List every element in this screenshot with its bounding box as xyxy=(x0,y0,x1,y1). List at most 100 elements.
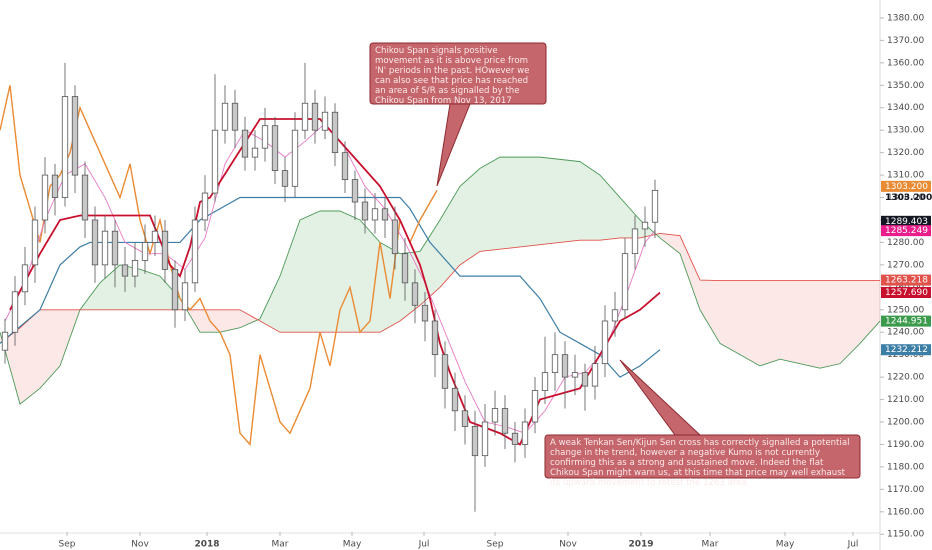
price-tag xyxy=(881,225,931,237)
chikou-line xyxy=(0,85,438,447)
cloud-fill xyxy=(720,280,740,355)
y-tick-label: 1280.00 xyxy=(887,238,924,248)
cloud-fill xyxy=(740,280,760,366)
callout-text: A weak Tenkan Sen/Kijun Sen cross has co… xyxy=(550,438,850,488)
y-tick-label: 1190.00 xyxy=(887,440,924,450)
candle-body xyxy=(321,111,329,131)
y-tick-label: 1180.00 xyxy=(887,462,924,472)
senkou-a-line xyxy=(0,156,881,405)
last-price-label: 1303.200 xyxy=(885,193,932,203)
cloud-fill xyxy=(780,280,800,364)
candle-body xyxy=(481,421,489,457)
price-tag xyxy=(881,315,931,327)
y-tick-label: 1210.00 xyxy=(887,395,924,405)
candle-body xyxy=(441,354,449,389)
candle-body xyxy=(181,282,189,311)
candle-body xyxy=(561,354,569,378)
candle-body xyxy=(41,174,49,221)
y-tick-label: 1320.00 xyxy=(887,148,924,158)
candle-body xyxy=(521,421,529,445)
cloud-fill xyxy=(220,309,240,333)
y-tick-label: 1360.00 xyxy=(887,58,924,68)
candle-body xyxy=(341,152,349,180)
cloud-fill xyxy=(560,159,580,243)
cloud-fill xyxy=(500,157,520,250)
candle-body xyxy=(291,129,299,187)
x-tick-label: May xyxy=(343,540,362,550)
y-tick-label: 1330.00 xyxy=(887,126,924,136)
y-tick-label: 1350.00 xyxy=(887,81,924,91)
candle-body xyxy=(581,372,589,387)
candle-body xyxy=(541,372,549,391)
x-tick-label: 2018 xyxy=(194,540,219,550)
cloud-fill xyxy=(660,233,680,254)
price-tag xyxy=(881,274,931,286)
candle-body xyxy=(361,201,369,221)
candle-body xyxy=(331,111,339,154)
y-tick-label: 1310.00 xyxy=(887,171,924,181)
candle-body xyxy=(261,125,269,149)
cloud-fill xyxy=(860,280,880,344)
candle-body xyxy=(601,320,609,365)
cloud-fill xyxy=(280,219,300,333)
x-tick-label: Jul xyxy=(418,540,430,550)
candle-body xyxy=(571,372,579,378)
y-tick-label: 1170.00 xyxy=(887,485,924,495)
candle-body xyxy=(551,354,559,374)
candle-body xyxy=(191,219,199,284)
candle-body xyxy=(401,253,409,284)
candle-body xyxy=(131,259,139,277)
cloud-fill xyxy=(440,186,460,288)
candle-body xyxy=(591,363,599,387)
candle-body xyxy=(51,174,59,198)
candle-body xyxy=(311,102,319,131)
base-line xyxy=(0,196,661,378)
x-tick-label: Sep xyxy=(487,540,504,550)
candle-body xyxy=(471,426,479,457)
candle-body xyxy=(61,96,69,198)
y-tick-label: 1380.00 xyxy=(887,13,924,23)
candle-body xyxy=(251,147,259,158)
candle-body xyxy=(411,282,419,306)
cloud-fill xyxy=(760,280,780,366)
candle-body xyxy=(221,102,229,131)
cloud-fill xyxy=(240,309,260,328)
y-tick-label: 1370.00 xyxy=(887,36,924,46)
price-tag-label: 1303.200 xyxy=(885,182,928,192)
y-tick-label: 1150.00 xyxy=(887,530,924,540)
y-tick-label: 1240.00 xyxy=(887,328,924,338)
candle-body xyxy=(91,219,99,266)
candle-body xyxy=(211,129,219,194)
cloud-fill xyxy=(700,280,720,344)
price-tag xyxy=(881,180,931,192)
cloud-fill xyxy=(840,280,860,364)
candle-body xyxy=(71,96,79,176)
y-tick-label: 1300.00 xyxy=(887,193,924,203)
candle-body xyxy=(31,219,39,266)
candle-body xyxy=(241,129,249,158)
senkou-b-line xyxy=(0,232,880,344)
candle-body xyxy=(81,174,89,221)
candle-body xyxy=(491,408,499,423)
cloud-fill xyxy=(520,157,540,247)
candle-body xyxy=(621,253,629,311)
callout-box xyxy=(369,42,547,105)
y-tick-label: 1200.00 xyxy=(887,418,924,428)
candle-body xyxy=(111,230,119,266)
candle-body xyxy=(101,230,109,266)
candle-body xyxy=(651,189,659,223)
x-tick-label: Mar xyxy=(702,540,719,550)
candle-body xyxy=(21,264,29,293)
cloud-fill xyxy=(420,219,440,306)
cloud-fill xyxy=(320,211,340,333)
price-tag-label: 1257.690 xyxy=(885,288,928,298)
candle-body xyxy=(461,410,469,427)
cloud-fill xyxy=(460,168,480,265)
callout-box xyxy=(544,434,861,479)
x-tick-label: 2019 xyxy=(628,540,653,550)
candle-body xyxy=(431,320,439,356)
price-tag-label: 1244.951 xyxy=(885,317,928,327)
candle-body xyxy=(501,408,509,434)
candle-body xyxy=(641,221,649,230)
